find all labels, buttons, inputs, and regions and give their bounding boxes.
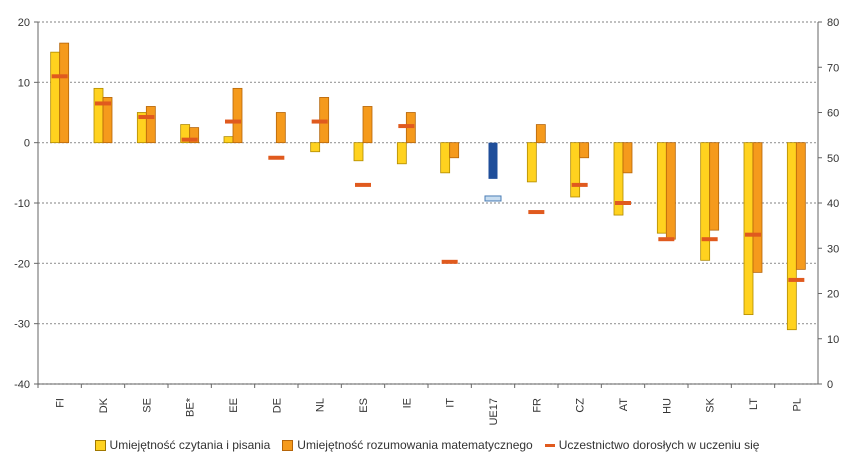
right-axis-tick-label: 70 bbox=[827, 62, 839, 74]
left-axis-tick-label: 10 bbox=[18, 77, 30, 89]
bar-math bbox=[59, 42, 70, 144]
legend-swatch-math bbox=[282, 439, 294, 451]
bar-math bbox=[362, 106, 373, 144]
participation-marker bbox=[398, 124, 415, 129]
right-axis-tick-label: 10 bbox=[827, 334, 839, 346]
legend-swatch-reading bbox=[94, 439, 106, 451]
legend-item-participation: Uczestnictwo dorosłych w uczeniu się bbox=[544, 438, 760, 452]
legend-item-math: Umiejętność rozumowania matematycznego bbox=[282, 438, 533, 452]
bar-reading bbox=[656, 142, 667, 234]
bar-math bbox=[665, 142, 676, 240]
x-axis-category-label: FI bbox=[55, 398, 67, 408]
x-axis-category-label: HU bbox=[661, 398, 673, 414]
bar-math bbox=[102, 97, 113, 144]
participation-marker bbox=[355, 182, 371, 187]
participation-marker bbox=[181, 137, 198, 142]
bar-reading bbox=[570, 142, 581, 198]
participation-marker bbox=[95, 101, 111, 106]
legend-swatch-participation bbox=[544, 443, 555, 447]
bar-reading bbox=[353, 142, 364, 162]
chart-plot-area: 20 10 0 -10 -20 -30 -40 80 70 60 50 40 30 20 10 0 FI DK SE… bbox=[14, 17, 839, 426]
x-axis-category-label: AT bbox=[618, 398, 630, 412]
participation-marker bbox=[658, 237, 675, 242]
left-axis-tick-label: -10 bbox=[14, 198, 30, 210]
legend-label-reading: Umiejętność czytania i pisania bbox=[109, 438, 271, 452]
legend-item-reading: Umiejętność czytania i pisania bbox=[94, 438, 271, 452]
bar-reading bbox=[700, 142, 711, 261]
bar-math bbox=[449, 142, 460, 159]
bar-reading bbox=[613, 142, 624, 216]
bar-reading bbox=[786, 142, 797, 331]
x-axis-category-label: FR bbox=[531, 398, 543, 413]
participation-marker bbox=[701, 237, 718, 242]
right-axis-tick-label: 0 bbox=[827, 379, 833, 391]
participation-marker bbox=[441, 259, 458, 264]
right-axis-tick-label: 50 bbox=[827, 153, 839, 165]
participation-marker bbox=[51, 74, 68, 79]
x-axis-category-label: SE bbox=[141, 398, 153, 413]
x-axis-category-label: IT bbox=[445, 398, 457, 408]
participation-marker bbox=[788, 277, 805, 282]
participation-marker bbox=[268, 155, 285, 160]
participation-marker-highlight bbox=[484, 195, 502, 202]
participation-marker bbox=[225, 119, 241, 124]
bar-reading bbox=[93, 87, 104, 144]
participation-marker bbox=[138, 115, 155, 120]
bar-math bbox=[579, 142, 590, 159]
x-axis-category-label: ES bbox=[358, 398, 370, 413]
right-axis-tick-label: 30 bbox=[827, 243, 839, 255]
left-axis-tick-label: -40 bbox=[14, 379, 30, 391]
legend-label-participation: Uczestnictwo dorosłych w uczeniu się bbox=[558, 438, 760, 452]
bar-math bbox=[709, 142, 720, 231]
left-axis-tick-label: 20 bbox=[18, 17, 30, 29]
participation-marker bbox=[571, 182, 588, 187]
bar-math bbox=[752, 142, 763, 273]
x-axis-category-label: SK bbox=[705, 397, 717, 412]
right-axis-tick-label: 20 bbox=[827, 289, 839, 301]
x-axis-category-label: EE bbox=[228, 398, 240, 413]
bar-reading bbox=[310, 142, 321, 153]
left-axis-tick-label: -30 bbox=[14, 319, 30, 331]
bar-reading bbox=[50, 51, 61, 144]
bar-math bbox=[232, 87, 243, 144]
bar-math bbox=[795, 142, 806, 270]
bar-reading bbox=[743, 142, 754, 316]
bar-highlight bbox=[488, 142, 498, 179]
bar-math bbox=[189, 127, 200, 144]
bar-math bbox=[622, 142, 633, 174]
chart-legend: Umiejętność czytania i pisania Umiejętno… bbox=[0, 434, 854, 456]
x-axis-category-label: PL bbox=[791, 398, 803, 411]
x-axis-category-label: DK bbox=[98, 397, 110, 413]
left-axis-tick-label: 0 bbox=[24, 138, 30, 150]
legend-label-math: Umiejętność rozumowania matematycznego bbox=[297, 438, 533, 452]
bar-reading bbox=[440, 142, 451, 174]
participation-marker bbox=[615, 201, 631, 205]
x-axis-category-label: BE* bbox=[185, 397, 197, 417]
bar-math bbox=[145, 106, 156, 144]
bar-math bbox=[535, 124, 546, 144]
x-axis-category-label: CZ bbox=[575, 398, 587, 413]
x-axis-category-label: UE17 bbox=[488, 398, 500, 426]
participation-marker bbox=[528, 210, 545, 215]
x-axis-category-label: NL bbox=[315, 398, 327, 412]
bar-reading bbox=[526, 142, 537, 183]
x-axis-category-label: DE bbox=[271, 398, 283, 413]
left-axis-tick-label: -20 bbox=[14, 258, 30, 270]
participation-marker bbox=[745, 232, 761, 237]
bar-reading bbox=[223, 136, 234, 144]
right-axis-tick-label: 60 bbox=[827, 108, 839, 120]
right-axis-tick-label: 80 bbox=[827, 17, 839, 29]
right-axis-tick-label: 40 bbox=[827, 198, 839, 210]
participation-marker bbox=[311, 119, 328, 124]
x-axis-category-label: LT bbox=[748, 398, 760, 410]
bar-math bbox=[275, 112, 286, 144]
x-axis-category-label: IE bbox=[401, 398, 413, 408]
bar-reading bbox=[396, 142, 407, 165]
